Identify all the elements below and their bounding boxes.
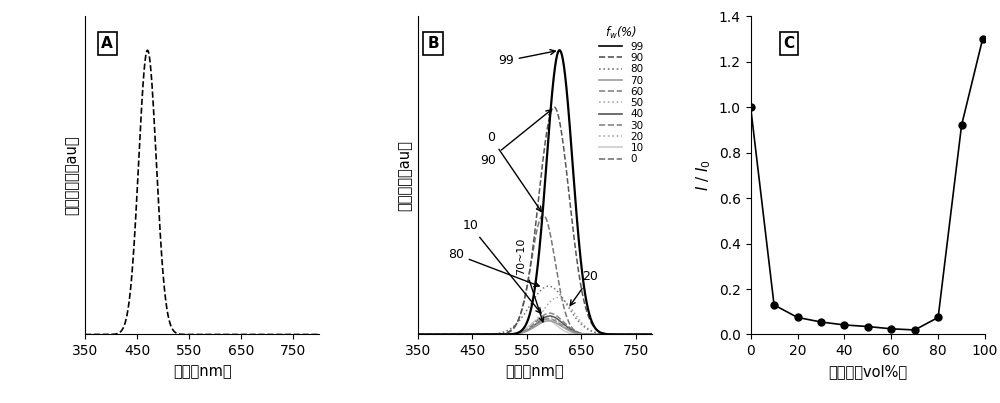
Text: 90: 90 bbox=[480, 110, 551, 167]
Text: C: C bbox=[783, 36, 795, 51]
Text: 10: 10 bbox=[463, 219, 541, 313]
Text: A: A bbox=[101, 36, 113, 51]
X-axis label: 波长（nm）: 波长（nm） bbox=[506, 364, 564, 379]
Text: 70~10: 70~10 bbox=[516, 237, 544, 322]
X-axis label: 水含量（vol%）: 水含量（vol%） bbox=[828, 364, 907, 379]
X-axis label: 波长（nm）: 波长（nm） bbox=[173, 364, 232, 379]
Text: 80: 80 bbox=[448, 248, 539, 287]
Text: 0: 0 bbox=[487, 131, 541, 212]
Text: 99: 99 bbox=[498, 50, 555, 67]
Y-axis label: 荧光强度（au）: 荧光强度（au） bbox=[397, 140, 412, 211]
Y-axis label: 归一化吸收（au）: 归一化吸收（au） bbox=[64, 135, 79, 215]
Text: B: B bbox=[427, 36, 439, 51]
Legend: 99, 90, 80, 70, 60, 50, 40, 30, 20, 10, 0: 99, 90, 80, 70, 60, 50, 40, 30, 20, 10, … bbox=[596, 21, 647, 167]
Y-axis label: $I$ / $I_0$: $I$ / $I_0$ bbox=[695, 159, 713, 191]
Text: 20: 20 bbox=[570, 270, 598, 305]
